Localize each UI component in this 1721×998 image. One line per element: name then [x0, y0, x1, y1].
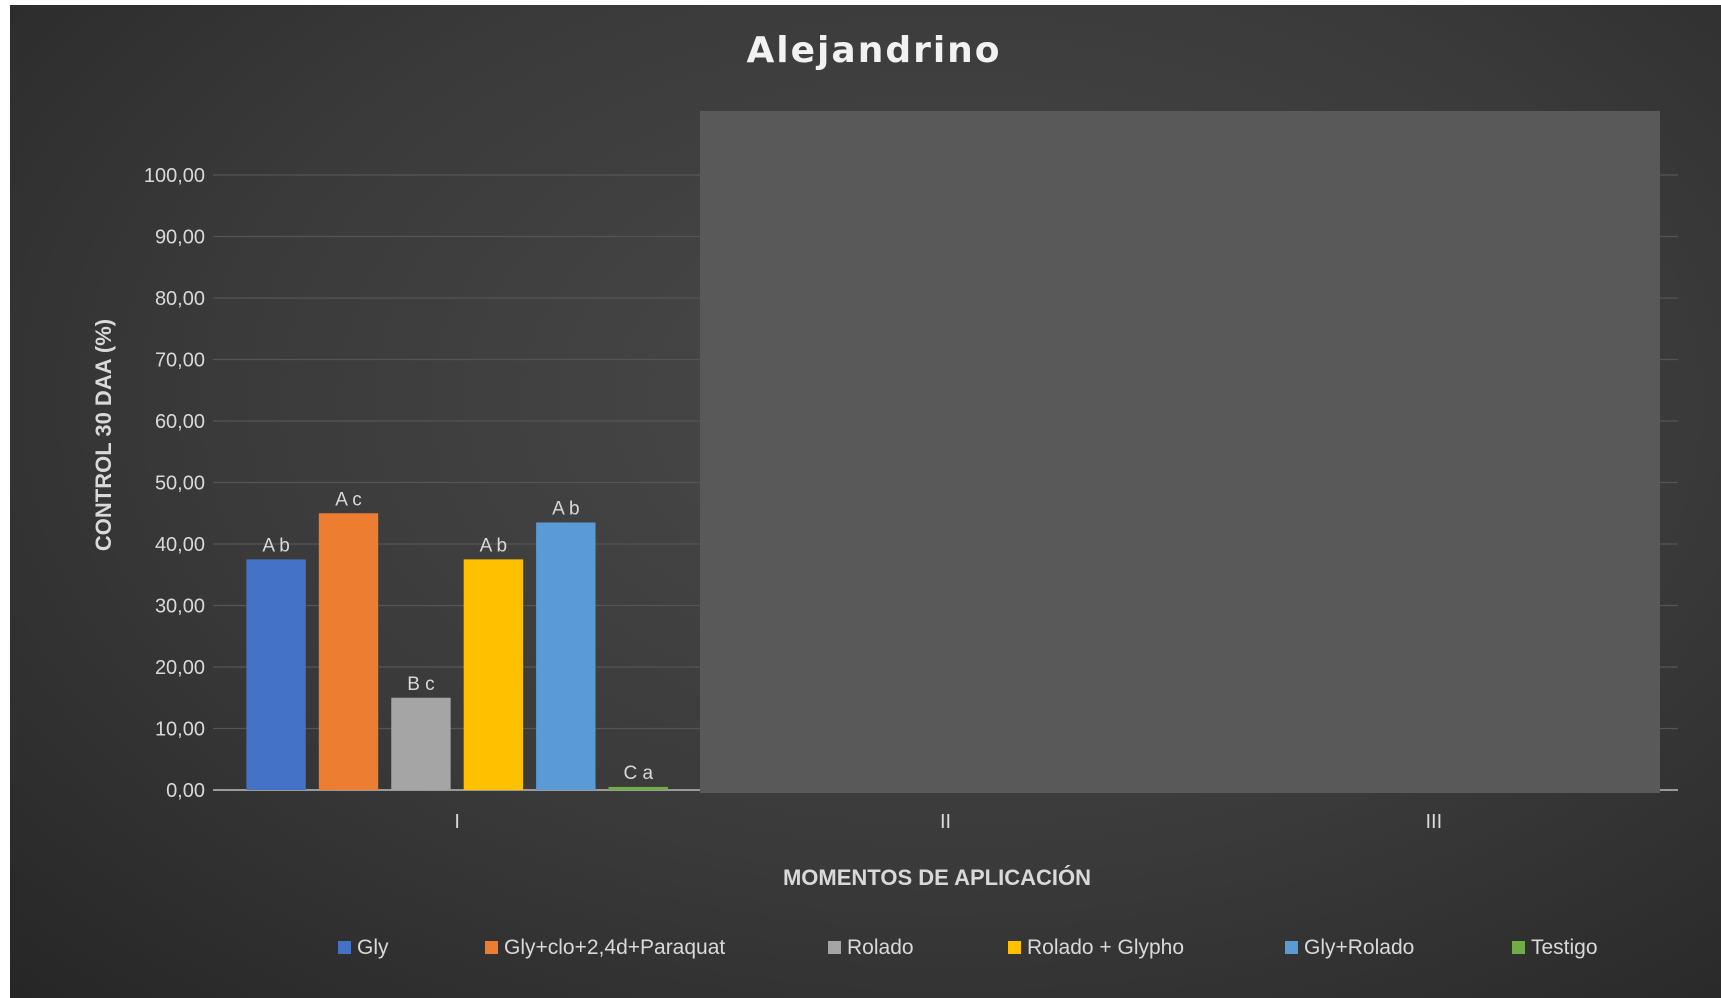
chart-area: Alejandrino 0,00 10,00 20,00 30,00 40,00 50,0… — [10, 5, 1721, 998]
y-tick-label: 50,00 — [155, 473, 205, 495]
bar — [463, 559, 524, 790]
y-tick-label: 10,00 — [155, 719, 205, 741]
overlay-panel — [700, 111, 1660, 793]
bar — [608, 786, 668, 790]
bar — [536, 522, 596, 790]
legend-label: Rolado — [847, 936, 914, 959]
bar — [318, 513, 379, 790]
y-tick-label: 100,00 — [144, 165, 205, 187]
y-tick-label: 30,00 — [155, 596, 205, 618]
legend-label: Rolado + Glypho — [1027, 936, 1184, 959]
y-tick-label: 90,00 — [155, 227, 205, 249]
legend-label: Testigo — [1531, 936, 1598, 959]
data-label: A b — [262, 535, 289, 556]
x-tick-label: II — [940, 811, 951, 833]
y-tick-label: 60,00 — [155, 411, 205, 433]
y-tick-label: 80,00 — [155, 288, 205, 310]
legend-swatch — [338, 941, 351, 954]
bar — [391, 697, 451, 790]
legend-swatch — [828, 941, 841, 954]
legend-label: Gly+clo+2,4d+Paraquat — [504, 936, 725, 959]
y-tick-label: 0,00 — [166, 780, 205, 802]
legend-label: Gly+Rolado — [1304, 936, 1414, 959]
legend-swatch — [485, 941, 498, 954]
chart-svg: Alejandrino 0,00 10,00 20,00 30,00 40,00 50,0… — [91, 30, 1678, 959]
legend-label: Gly — [357, 936, 389, 959]
data-label: C a — [623, 763, 653, 784]
legend-swatch — [1285, 941, 1298, 954]
x-axis-ticks: I II III — [454, 811, 1442, 833]
x-tick-label: III — [1425, 811, 1442, 833]
y-tick-label: 20,00 — [155, 657, 205, 679]
y-axis-title: CONTROL 30 DAA (%) — [91, 319, 116, 551]
legend-swatch — [1512, 941, 1525, 954]
data-label: A b — [552, 498, 579, 519]
chart-title: Alejandrino — [746, 30, 1001, 71]
data-label: B c — [407, 674, 434, 695]
y-tick-label: 40,00 — [155, 534, 205, 556]
x-tick-label: I — [454, 811, 460, 833]
y-axis-ticks: 0,00 10,00 20,00 30,00 40,00 50,00 60,00 70,00 8… — [144, 165, 205, 802]
bars: A b A c B c A b A b C a — [246, 489, 1645, 790]
data-label: A b — [480, 535, 507, 556]
legend: Gly Gly+clo+2,4d+Paraquat Rolado Rolado + G… — [338, 936, 1598, 959]
y-tick-label: 70,00 — [155, 350, 205, 372]
bar — [246, 559, 306, 790]
x-axis-title: MOMENTOS DE APLICACIÓN — [783, 865, 1091, 890]
overlay — [700, 111, 1660, 793]
legend-swatch — [1008, 941, 1021, 954]
data-label: A c — [335, 489, 361, 510]
